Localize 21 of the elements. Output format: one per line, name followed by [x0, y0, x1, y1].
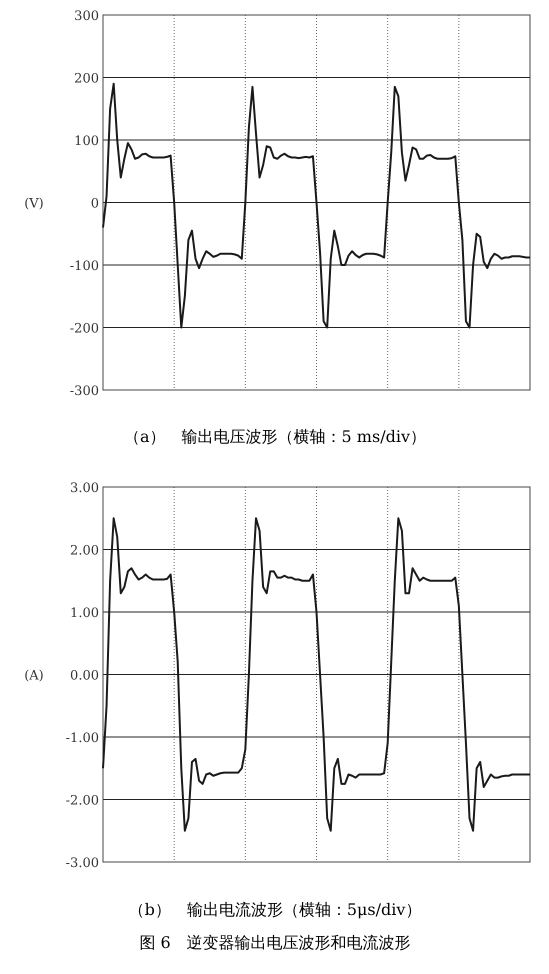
y-tick-label: 0.00 [70, 668, 99, 684]
y-tick-label: -3.00 [66, 856, 99, 871]
y-tick-label: -100 [70, 259, 99, 274]
y-axis-title: (A) [24, 668, 44, 684]
y-tick-label: 1.00 [70, 606, 99, 621]
y-tick-label: 0 [90, 196, 99, 212]
line-series [102, 517, 531, 832]
y-tick-label: -200 [70, 322, 99, 336]
y-tick-label: -300 [70, 384, 99, 399]
y-tick-label: -2.00 [66, 794, 99, 808]
y-tick-label: -1.00 [66, 731, 99, 746]
y-tick-label: 100 [74, 134, 99, 149]
text: （a） 输出电压波形（横轴：5 ms/div） [124, 427, 426, 446]
text: （b） 输出电流波形（横轴：5μs/div） [128, 900, 422, 919]
y-tick-label: 3.00 [70, 481, 99, 496]
line-series [102, 82, 531, 328]
y-axis-title: (V) [24, 196, 44, 212]
y-tick-label: 200 [74, 72, 99, 86]
caption: 图 6 逆变器输出电压波形和电流波形 [139, 933, 411, 952]
y-tick-label: 2.00 [70, 544, 99, 558]
y-tick-label: 300 [74, 9, 99, 24]
